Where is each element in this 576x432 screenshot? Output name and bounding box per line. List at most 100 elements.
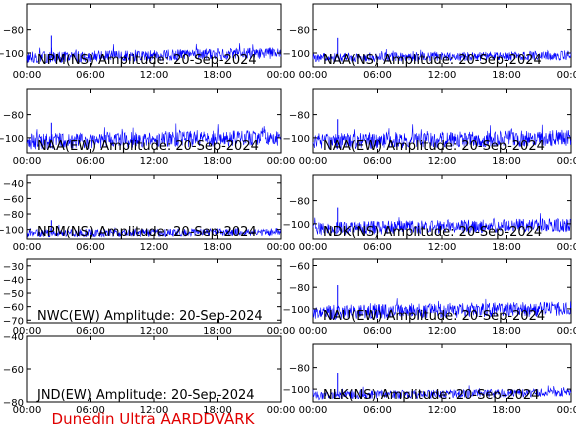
x-tick-label: 18:00: [203, 70, 232, 81]
amplitude-trace: [312, 213, 572, 236]
y-tick-label: −80: [289, 283, 310, 294]
x-tick-label: 06:00: [76, 70, 105, 81]
x-tick-label: 06:00: [363, 156, 392, 167]
chart-title: NAA(EW) Amplitude: 20-Sep-2024: [323, 139, 545, 154]
chart-title: NAA(NS) Amplitude: 20-Sep-2024: [323, 53, 542, 68]
x-tick-label: 00:00: [267, 326, 296, 337]
amplitude-trace: [312, 385, 572, 401]
chart-title: NAU(EW) Amplitude: 20-Sep-2024: [323, 309, 545, 324]
x-tick-label: 18:00: [203, 405, 232, 416]
amplitude-trace: [312, 48, 572, 63]
x-tick-label: 06:00: [76, 405, 105, 416]
x-tick-label: 18:00: [492, 242, 521, 253]
y-tick-label: −60: [3, 194, 24, 205]
y-tick-label: −30: [3, 262, 24, 273]
chart-title: JND(EW) Amplitude: 20-Sep-2024: [36, 388, 255, 403]
y-tick-label: −100: [283, 49, 310, 60]
x-tick-label: 12:00: [140, 70, 169, 81]
x-tick-label: 12:00: [140, 156, 169, 167]
amplitude-trace: [26, 224, 282, 238]
x-tick-label: 12:00: [428, 156, 457, 167]
x-tick-label: 00:00: [557, 326, 576, 337]
x-tick-label: 00:00: [13, 405, 42, 416]
footer-label: Dunedin Ultra AARDDVARK: [52, 410, 256, 428]
chart-title: NWC(EW) Amplitude: 20-Sep-2024: [37, 309, 263, 324]
chart-title: NAA(EW) Amplitude: 20-Sep-2024: [37, 139, 259, 154]
x-tick-label: 12:00: [428, 70, 457, 81]
amplitude-trace: [26, 43, 282, 64]
y-tick-label: −80: [289, 197, 310, 208]
x-tick-label: 06:00: [76, 156, 105, 167]
y-tick-label: −80: [3, 26, 24, 37]
y-tick-label: −40: [3, 275, 24, 286]
x-tick-label: 00:00: [299, 156, 328, 167]
x-tick-label: 00:00: [13, 242, 42, 253]
y-tick-label: −100: [0, 49, 24, 60]
y-tick-label: −100: [283, 220, 310, 231]
x-tick-label: 00:00: [267, 242, 296, 253]
y-tick-label: −100: [283, 385, 310, 396]
y-tick-label: −70: [3, 316, 24, 327]
x-tick-label: 18:00: [492, 70, 521, 81]
x-tick-label: 18:00: [492, 156, 521, 167]
x-tick-label: 00:00: [299, 405, 328, 416]
y-tick-label: −80: [3, 111, 24, 122]
x-tick-label: 12:00: [140, 405, 169, 416]
chart-panel: −80 −100 00:00 06:00 12:00 18:00 00:00 NDK(NS) …: [283, 174, 576, 253]
x-tick-label: 00:00: [557, 70, 576, 81]
x-tick-label: 00:00: [299, 70, 328, 81]
chart-panel: −80 −100 00:00 06:00 12:00 18:00 00:00 NAA(EW) …: [0, 88, 296, 167]
x-tick-label: 06:00: [363, 326, 392, 337]
y-tick-label: −80: [289, 364, 310, 375]
y-tick-label: −80: [289, 26, 310, 37]
plot-frame: [26, 174, 282, 240]
y-tick-label: −80: [3, 210, 24, 221]
x-tick-label: 12:00: [140, 326, 169, 337]
y-tick-label: −80: [289, 111, 310, 122]
chart-title: NLK(NS) Amplitude: 20-Sep-2024: [323, 388, 539, 403]
x-tick-label: 06:00: [363, 405, 392, 416]
y-tick-label: −40: [3, 332, 24, 343]
x-tick-label: 06:00: [76, 326, 105, 337]
chart-title: NPM(NS) Amplitude: 20-Sep-2024: [37, 225, 257, 240]
x-tick-label: 12:00: [140, 242, 169, 253]
chart-panel: −80 −100 00:00 06:00 12:00 18:00 00:00 NLK(NS) …: [283, 343, 576, 416]
chart-title: NPM(NS) Amplitude: 20-Sep-2024: [37, 53, 257, 68]
x-tick-label: 00:00: [557, 156, 576, 167]
y-tick-label: −50: [3, 289, 24, 300]
chart-panel: −60 −80 −100 00:00 06:00 12:00 18:00 00:00 NAU(E…: [283, 258, 576, 337]
y-tick-label: −60: [3, 303, 24, 314]
x-tick-label: 06:00: [363, 70, 392, 81]
chart-panel: −80 −100 00:00 06:00 12:00 18:00 00:00 NPM(NS) …: [0, 3, 296, 81]
x-tick-label: 00:00: [299, 326, 328, 337]
plot-frame: [26, 258, 282, 324]
amplitude-trace: [312, 124, 572, 150]
x-tick-label: 00:00: [13, 70, 42, 81]
y-tick-label: −100: [0, 226, 24, 237]
y-tick-label: −100: [0, 134, 24, 145]
x-tick-label: 18:00: [203, 242, 232, 253]
y-tick-label: −80: [3, 398, 24, 409]
x-tick-label: 00:00: [267, 156, 296, 167]
y-tick-label: −40: [3, 179, 24, 190]
x-tick-label: 18:00: [203, 326, 232, 337]
x-tick-label: 12:00: [428, 326, 457, 337]
x-tick-label: 12:00: [428, 242, 457, 253]
chart-panel: −80 −100 00:00 06:00 12:00 18:00 00:00 NAA(NS) …: [283, 3, 576, 81]
x-tick-label: 00:00: [557, 405, 576, 416]
x-tick-label: 00:00: [267, 70, 296, 81]
x-tick-label: 12:00: [428, 405, 457, 416]
chart-panel: −40 −60 −80 −100 00:00 06:00 12:00 18:00 00:00 NP…: [0, 174, 296, 253]
chart-panel: −80 −100 00:00 06:00 12:00 18:00 00:00 NAA(EW) …: [283, 88, 576, 167]
y-tick-label: −60: [3, 365, 24, 376]
amplitude-trace: [312, 298, 572, 321]
x-tick-label: 06:00: [363, 242, 392, 253]
x-tick-label: 00:00: [267, 405, 296, 416]
panel-grid: −80 −100 00:00 06:00 12:00 18:00 00:00 NPM(NS) …: [0, 3, 576, 416]
x-tick-label: 18:00: [203, 156, 232, 167]
x-tick-label: 00:00: [13, 156, 42, 167]
chart-title: NDK(NS) Amplitude: 20-Sep-2024: [323, 225, 542, 240]
